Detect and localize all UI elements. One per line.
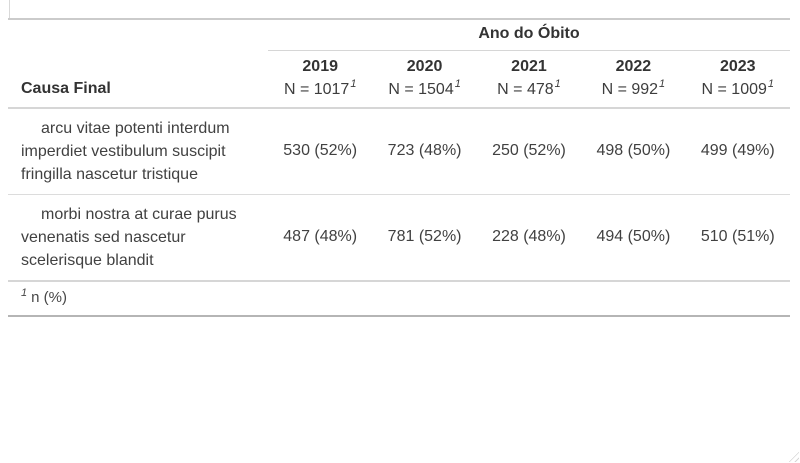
- cell-value: 530 (52%): [268, 107, 373, 195]
- column-header-2022: 2022 N = 9921: [581, 50, 686, 109]
- row-label: morbi nostra at curae purus venenatis se…: [8, 194, 268, 282]
- footnote-mark: 1: [554, 78, 561, 91]
- cell-value: 723 (48%): [372, 107, 477, 195]
- table-row: morbi nostra at curae purus venenatis se…: [8, 194, 790, 282]
- n-value: N = 992: [601, 80, 659, 98]
- n-label: N = 15041: [372, 78, 476, 101]
- n-value: N = 1504: [388, 80, 454, 98]
- cell-value: 494 (50%): [581, 194, 686, 282]
- resize-grip-handle[interactable]: [786, 449, 799, 462]
- row-label: arcu vitae potenti interdum imperdiet ve…: [8, 107, 268, 195]
- n-value: N = 1009: [701, 80, 767, 98]
- column-header-2021: 2021 N = 4781: [476, 50, 582, 109]
- footnote-mark: 1: [350, 78, 357, 91]
- n-label: N = 10171: [268, 78, 372, 101]
- cell-value: 781 (52%): [372, 194, 477, 282]
- year-label: 2021: [511, 57, 547, 75]
- cell-value: 498 (50%): [581, 107, 686, 195]
- n-label: N = 9921: [581, 78, 685, 101]
- n-label: N = 4781: [477, 78, 581, 101]
- cell-value: 510 (51%): [685, 194, 790, 282]
- cell-value: 228 (48%): [476, 194, 582, 282]
- year-label: 2022: [615, 57, 652, 75]
- cell-value: 487 (48%): [268, 194, 373, 282]
- summary-table: Causa Final Ano do Óbito 2019 N = 10171 …: [8, 18, 790, 317]
- column-header-2020: 2020 N = 15041: [372, 50, 477, 109]
- table-row: arcu vitae potenti interdum imperdiet ve…: [8, 107, 790, 195]
- n-label: N = 10091: [686, 78, 790, 101]
- year-label: 2023: [719, 57, 756, 75]
- stub-header-causa-final: Causa Final: [8, 19, 268, 109]
- footnote-mark: 1: [454, 78, 461, 91]
- cell-value: 250 (52%): [476, 107, 582, 195]
- cell-value: 499 (49%): [685, 107, 790, 195]
- spanner-row: Causa Final Ano do Óbito: [8, 19, 790, 109]
- footnote-mark: 1: [659, 78, 666, 91]
- column-header-2019: 2019 N = 10171: [268, 50, 373, 109]
- column-spanner-ano-do-obito: Ano do Óbito: [268, 19, 790, 51]
- pane-edge-tick: [9, 0, 10, 19]
- footnote-mark: 1: [21, 286, 28, 299]
- n-value: N = 1017: [283, 80, 350, 98]
- n-value: N = 478: [497, 80, 554, 98]
- column-header-2023: 2023 N = 10091: [685, 50, 790, 109]
- column-header-row: 2019 N = 10171 2020 N = 15041 2021 N = 4…: [8, 50, 790, 109]
- footnote-text: n (%): [31, 288, 67, 306]
- year-label: 2020: [406, 57, 443, 75]
- year-label: 2019: [302, 57, 338, 75]
- footnote-mark: 1: [767, 78, 775, 91]
